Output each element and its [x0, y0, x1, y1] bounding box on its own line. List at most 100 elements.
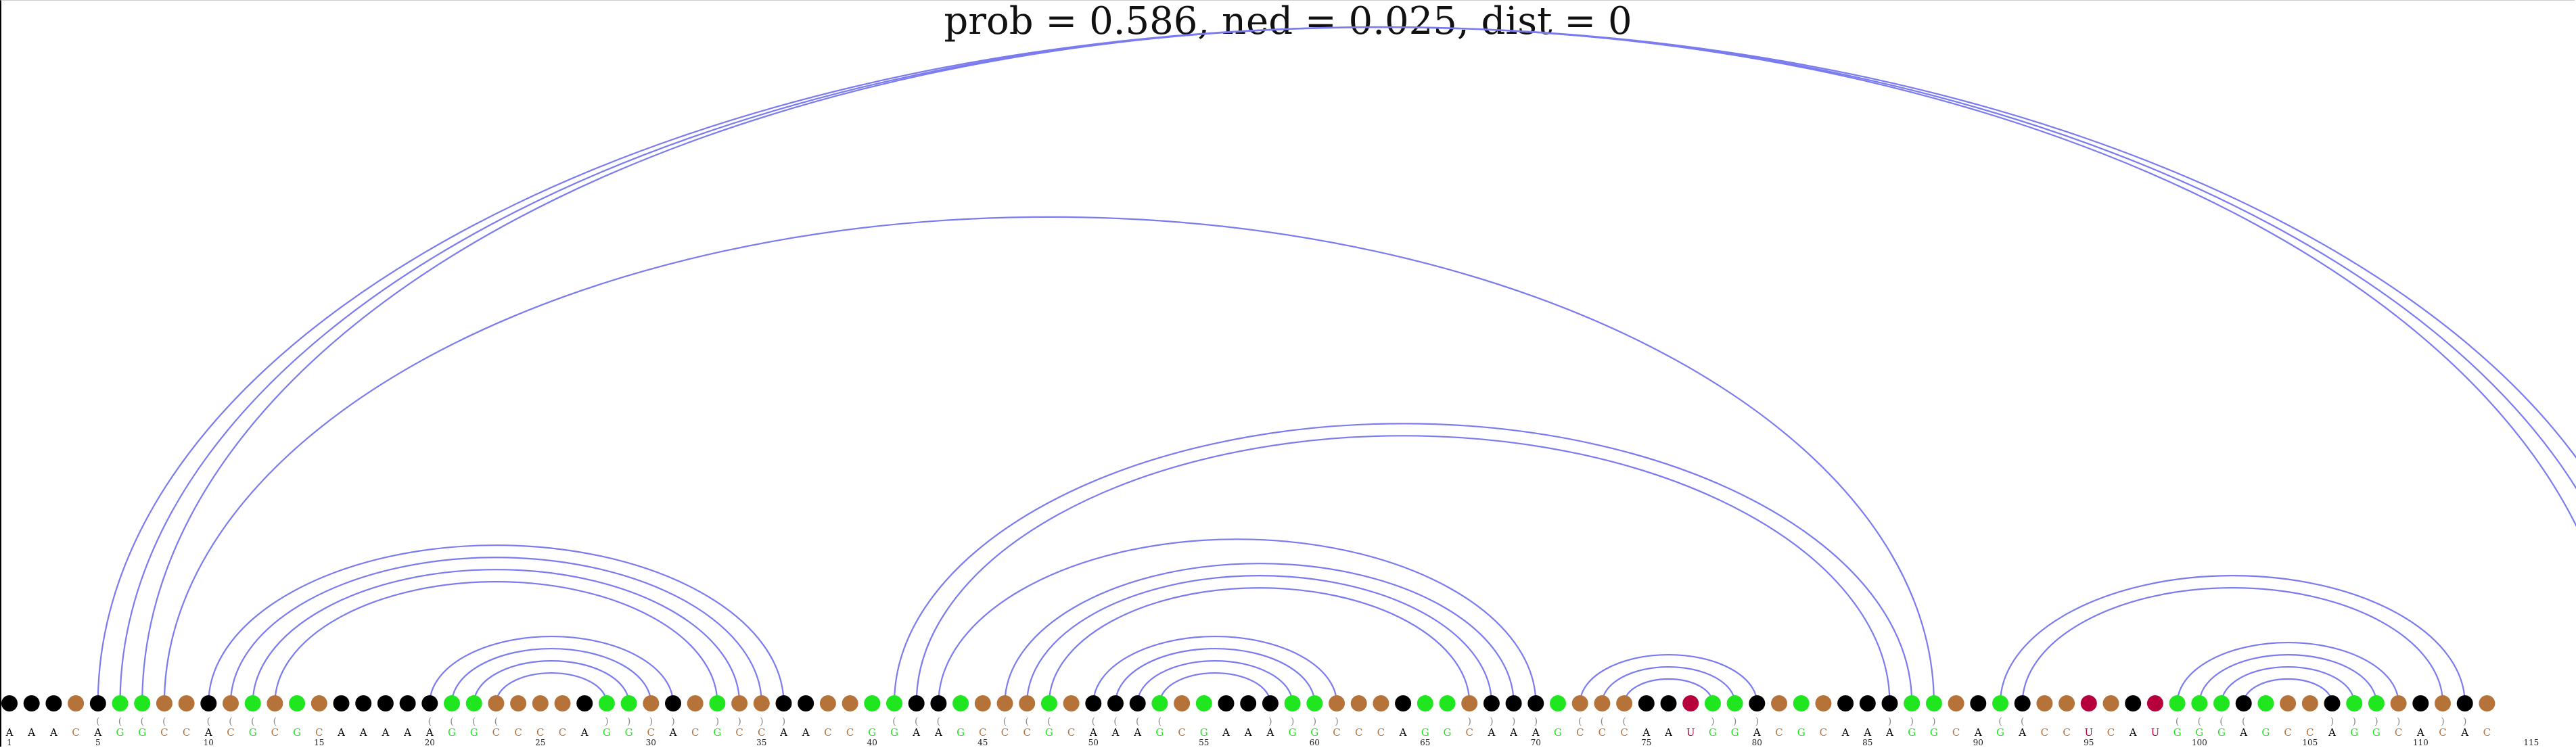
nucleotide-letter: C: [514, 726, 522, 739]
base-pair-arc: [252, 569, 741, 704]
position-tick-label: 5: [95, 738, 101, 747]
nucleotide-node: [1726, 695, 1743, 711]
nucleotide-node: [576, 695, 593, 711]
structure-bracket: ): [1512, 716, 1515, 727]
nucleotide-node: [952, 695, 969, 711]
nucleotide-node: [510, 695, 527, 711]
nucleotide-letter: A: [1532, 726, 1540, 739]
nucleotide-node: [2456, 695, 2473, 711]
nucleotide-node: [2080, 695, 2097, 711]
structure-bracket: ): [1313, 716, 1316, 727]
nucleotide-letter: C: [1001, 726, 1009, 739]
structure-bracket: ): [649, 716, 653, 727]
nucleotide-letter: C: [1178, 726, 1185, 739]
position-tick-label: 60: [1310, 738, 1320, 747]
nucleotide-node: [244, 695, 261, 711]
nucleotide-node: [1040, 695, 1057, 711]
nucleotide-letter: A: [2460, 726, 2468, 739]
nucleotide-node: [2146, 695, 2163, 711]
nucleotide-node: [223, 695, 239, 711]
base-pair-arc: [1136, 659, 1293, 704]
nucleotide-node: [421, 695, 438, 711]
nucleotide-letter: C: [735, 726, 743, 739]
nucleotide-node: [45, 695, 62, 711]
structure-bracket: ): [2352, 716, 2355, 727]
nucleotide-node: [310, 695, 327, 711]
nucleotide-node: [1837, 695, 1854, 711]
nucleotide-node: [1373, 695, 1389, 711]
structure-bracket: ): [782, 716, 785, 727]
nucleotide-node: [178, 695, 195, 711]
nucleotide-node: [2169, 695, 2186, 711]
nucleotide-letter: C: [979, 726, 986, 739]
nucleotide-node: [1174, 695, 1191, 711]
structure-bracket: (: [1047, 716, 1051, 727]
nucleotide-letter: G: [890, 726, 898, 739]
nucleotide-letter: A: [1222, 726, 1230, 739]
nucleotide-node: [2346, 695, 2363, 711]
nucleotide-letter: G: [2217, 726, 2226, 739]
structure-bracket: (: [251, 716, 254, 727]
structure-bracket: ): [2441, 716, 2444, 727]
structure-bracket: ): [1467, 716, 1471, 727]
structure-bracket: ): [1888, 716, 1891, 727]
nucleotide-node: [753, 695, 770, 711]
nucleotide-letter: A: [779, 726, 787, 739]
position-tick-label: 1: [7, 738, 12, 747]
nucleotide-node: [2368, 695, 2385, 711]
nucleotide-letter: A: [1266, 726, 1274, 739]
nucleotide-letter: G: [1930, 726, 1938, 739]
nucleotide-letter: A: [359, 726, 367, 739]
nucleotide-letter: C: [691, 726, 699, 739]
structure-bracket: (: [1136, 716, 1139, 727]
structure-bracket: (: [1601, 716, 1604, 727]
position-tick-label: 115: [2523, 738, 2539, 747]
nucleotide-node: [399, 695, 416, 711]
nucleotide-letter: C: [2395, 726, 2402, 739]
nucleotide-letter: A: [1753, 726, 1761, 739]
nucleotide-letter: A: [49, 726, 58, 739]
nucleotide-letter: C: [1377, 726, 1385, 739]
nucleotide-letter: G: [1155, 726, 1164, 739]
nucleotide-letter: G: [603, 726, 611, 739]
nucleotide-node: [355, 695, 372, 711]
nucleotide-letter: G: [1444, 726, 1452, 739]
nucleotide-letter: C: [2439, 726, 2446, 739]
position-tick-label: 65: [1420, 738, 1430, 747]
nucleotide-node: [465, 695, 482, 711]
nucleotide-node: [930, 695, 947, 711]
nucleotide-node: [2014, 695, 2031, 711]
nucleotide-letter: A: [2129, 726, 2137, 739]
nucleotide-node: [2301, 695, 2318, 711]
structure-bracket: ): [1490, 716, 1493, 727]
nucleotide-letter: G: [470, 726, 478, 739]
nucleotide-letter: A: [1133, 726, 1141, 739]
nucleotide-node: [1682, 695, 1699, 711]
nucleotide-letter: G: [713, 726, 721, 739]
nucleotide-node: [23, 695, 40, 711]
nucleotide-letter: A: [1974, 726, 1982, 739]
nucleotide-letter: A: [1885, 726, 1893, 739]
position-tick-label: 40: [867, 738, 877, 747]
nucleotide-node: [377, 695, 394, 711]
position-tick-label: 25: [535, 738, 545, 747]
nucleotide-node: [798, 695, 814, 711]
nucleotide-node: [89, 695, 106, 711]
nucleotide-letter: C: [1952, 726, 1960, 739]
structure-bracket: (: [937, 716, 940, 727]
nucleotide-letter: C: [2284, 726, 2291, 739]
structure-bracket: (: [1025, 716, 1028, 727]
nucleotide-letter: G: [1200, 726, 1208, 739]
nucleotide-letter: A: [403, 726, 411, 739]
structure-bracket: ): [1335, 716, 1338, 727]
nucleotide-letter: A: [1399, 726, 1407, 739]
nucleotide-letter: C: [1023, 726, 1030, 739]
nucleotide-letter: A: [1642, 726, 1650, 739]
base-pair-arc: [1579, 653, 1758, 704]
base-pair-arc: [2220, 665, 2355, 704]
structure-bracket: (: [229, 716, 232, 727]
nucleotide-letter: G: [1554, 726, 1562, 739]
position-tick-label: 95: [2084, 738, 2094, 747]
